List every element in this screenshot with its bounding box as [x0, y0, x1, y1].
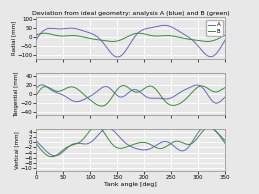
- B: [137, 32, 140, 34]
- B: [88, 37, 91, 40]
- Line: A: A: [36, 25, 225, 57]
- A: [81, 29, 84, 32]
- A: [95, 35, 98, 37]
- B: [206, 40, 209, 43]
- A: [116, 56, 119, 58]
- Y-axis label: Vertical [mm]: Vertical [mm]: [14, 131, 19, 169]
- B: [95, 38, 98, 41]
- B: [182, 37, 185, 40]
- A: [206, 54, 209, 57]
- A: [88, 32, 91, 34]
- A: [163, 24, 166, 27]
- A: [224, 39, 227, 41]
- Y-axis label: Radial [mm]: Radial [mm]: [11, 21, 16, 55]
- A: [159, 24, 162, 27]
- X-axis label: Tank angle [deg]: Tank angle [deg]: [104, 182, 157, 187]
- Legend: A, B: A, B: [206, 20, 222, 36]
- B: [224, 34, 227, 36]
- Title: Deviation from ideal geometry: analysis A (blue) and B (green): Deviation from ideal geometry: analysis …: [32, 11, 230, 16]
- B: [81, 36, 84, 38]
- A: [35, 39, 38, 41]
- Y-axis label: Tangential [mm]: Tangential [mm]: [14, 71, 19, 117]
- B: [35, 34, 38, 36]
- B: [159, 35, 162, 37]
- Line: B: B: [36, 33, 225, 42]
- A: [182, 33, 185, 35]
- B: [111, 40, 114, 43]
